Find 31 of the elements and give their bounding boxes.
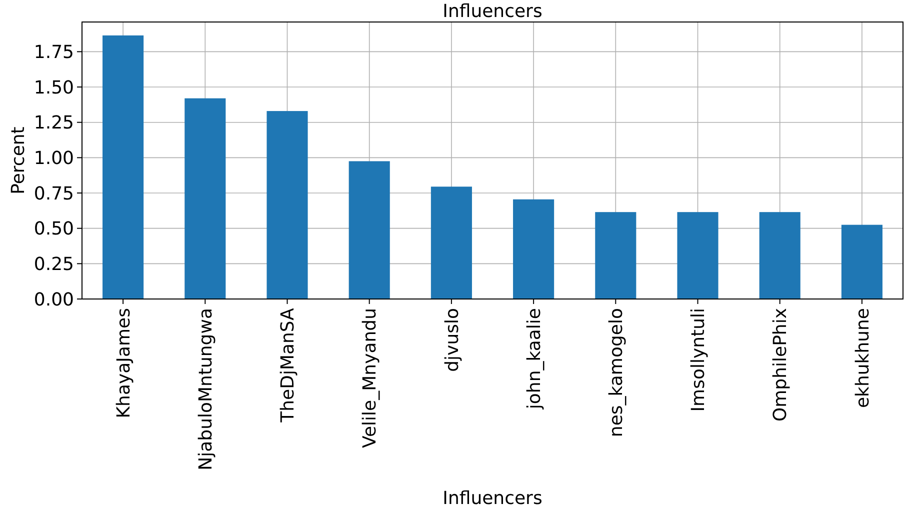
bar	[513, 199, 554, 299]
y-axis-title: Percent	[8, 126, 29, 194]
x-tick-label: TheDjManSA	[278, 307, 299, 424]
y-tick-label: 1.25	[34, 112, 74, 134]
x-tick-label: Imsollyntuli	[688, 308, 710, 412]
x-tick-label: djvuslo	[442, 308, 463, 372]
y-tick-label: 0.50	[34, 218, 74, 240]
bar	[841, 224, 882, 299]
bar	[677, 212, 718, 299]
chart-title: Influencers	[442, 1, 542, 22]
x-tick-label: OmphilePhix	[770, 308, 792, 422]
x-tick-label: john_kaalie	[524, 308, 545, 410]
x-tick-label: ekhukhune	[852, 308, 874, 408]
y-tick-label: 0.25	[34, 254, 74, 275]
y-tick-label: 0.75	[34, 183, 74, 204]
bar	[595, 212, 636, 299]
x-tick-label: NjabuloMntungwa	[195, 308, 216, 470]
y-tick-label: 1.00	[34, 148, 74, 169]
x-tick-label: Velile_Mnyandu	[360, 308, 381, 448]
bar	[430, 186, 472, 299]
bar	[348, 161, 390, 299]
x-tick-label: KhayaJames	[113, 308, 134, 418]
y-tick-label: 1.75	[34, 42, 74, 63]
bar	[759, 212, 800, 299]
x-tick-label: nes_kamogelo	[606, 308, 627, 438]
bar	[102, 35, 144, 299]
y-tick-label: 0.00	[34, 289, 74, 310]
x-axis-title: Influencers	[442, 488, 542, 509]
y-tick-label: 1.50	[34, 77, 74, 98]
bar	[184, 98, 226, 299]
bar	[266, 111, 308, 299]
